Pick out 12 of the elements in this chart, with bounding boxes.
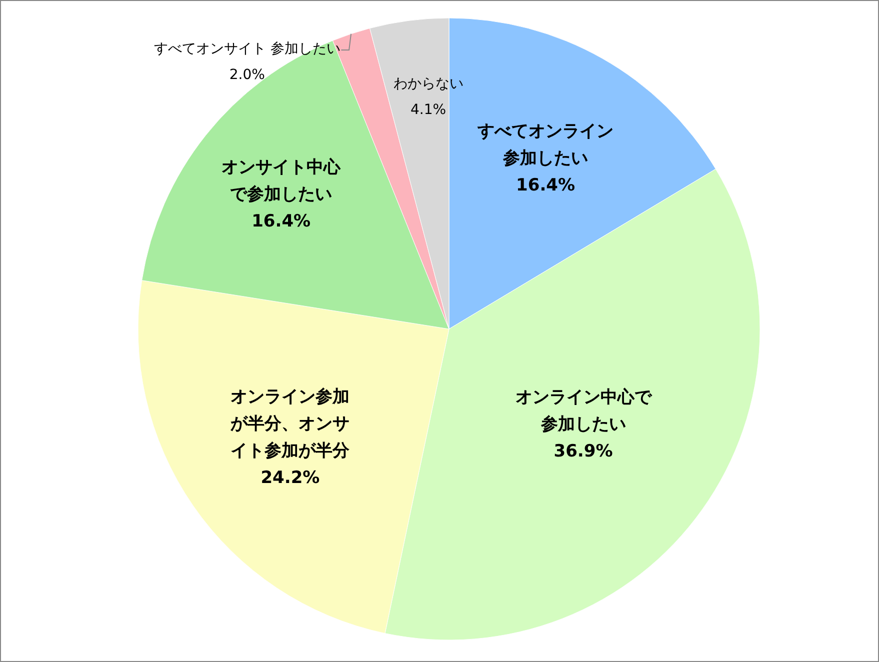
- slice-label: オンサイト中心で参加したい: [222, 158, 341, 205]
- slice-label: オンライン中心で参加したい: [515, 387, 652, 434]
- data-label: 24.2%: [260, 468, 320, 488]
- data-label: 36.9%: [554, 441, 613, 462]
- slice-label: オンライン参加が半分、オンサイト参加が半分: [230, 387, 350, 462]
- slice-label: わからない: [393, 76, 464, 92]
- slice-label: すべてオンライン参加したい: [478, 121, 614, 168]
- data-label: 16.4%: [252, 212, 311, 232]
- slice-label: すべてオンサイト 参加したい: [154, 41, 340, 58]
- data-label: 2.0%: [229, 67, 265, 84]
- data-label: 4.1%: [410, 102, 446, 118]
- data-label: 16.4%: [516, 175, 576, 195]
